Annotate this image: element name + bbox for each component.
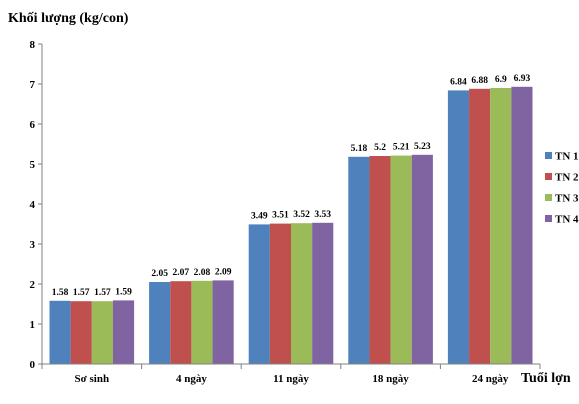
legend: TN 1 TN 2 TN 3 TN 4 bbox=[545, 151, 579, 226]
y-tick-label: 1 bbox=[30, 319, 36, 331]
y-tick-label: 0 bbox=[30, 359, 36, 371]
data-label: 3.49 bbox=[251, 211, 268, 221]
legend-label: TN 3 bbox=[555, 193, 579, 205]
bar-tn-3-3 bbox=[390, 155, 412, 364]
data-label: 3.52 bbox=[293, 210, 310, 220]
data-label: 6.88 bbox=[471, 76, 488, 86]
legend-label: TN 2 bbox=[555, 172, 579, 184]
bar-tn-2-2 bbox=[269, 223, 291, 364]
data-label: 2.07 bbox=[173, 268, 190, 278]
data-label: 1.59 bbox=[115, 287, 132, 297]
bars-group bbox=[49, 86, 533, 365]
bar-tn-3-4 bbox=[490, 88, 512, 364]
bar-tn-1-4 bbox=[447, 90, 470, 365]
bar-tn-3-2 bbox=[291, 223, 313, 364]
x-axis-ticks: Sơ sinh 4 ngày 11 ngày 18 ngày 24 ngày bbox=[75, 373, 509, 385]
y-axis-label: Khối lượng (kg/con) bbox=[8, 11, 129, 26]
y-tick-label: 2 bbox=[30, 279, 36, 291]
data-label: 2.08 bbox=[194, 268, 211, 278]
bar-tn-2-4 bbox=[469, 88, 491, 365]
bar-tn-2-0 bbox=[70, 301, 92, 364]
data-label: 1.57 bbox=[94, 288, 111, 298]
y-tick-label: 6 bbox=[30, 119, 36, 131]
x-tick-label: 4 ngày bbox=[176, 373, 207, 385]
legend-label: TN 1 bbox=[555, 151, 579, 163]
bar-tn-4-4 bbox=[511, 86, 533, 365]
data-label: 5.18 bbox=[351, 144, 368, 154]
x-tick-label: 11 ngày bbox=[273, 373, 309, 385]
bar-tn-3-0 bbox=[91, 301, 113, 364]
bar-tn-1-3 bbox=[348, 156, 370, 364]
x-tick-label: 24 ngày bbox=[472, 373, 509, 385]
legend-label: TN 4 bbox=[555, 214, 579, 226]
y-tick-label: 5 bbox=[30, 159, 36, 171]
data-label: 5.2 bbox=[374, 143, 386, 153]
bar-tn-4-0 bbox=[112, 300, 135, 364]
data-label: 2.09 bbox=[215, 267, 232, 277]
data-label: 3.51 bbox=[272, 211, 289, 221]
legend-swatch bbox=[545, 215, 552, 222]
bar-tn-4-1 bbox=[212, 280, 234, 364]
y-tick-label: 3 bbox=[30, 239, 36, 251]
data-label: 6.84 bbox=[450, 77, 467, 87]
data-label: 1.58 bbox=[52, 288, 69, 298]
data-label: 5.21 bbox=[393, 143, 410, 153]
bar-tn-4-2 bbox=[312, 222, 334, 364]
y-tick-label: 7 bbox=[30, 79, 36, 91]
axes-group bbox=[38, 43, 541, 369]
legend-swatch bbox=[545, 173, 552, 180]
data-label: 2.05 bbox=[151, 269, 168, 279]
legend-swatch bbox=[545, 194, 552, 201]
bar-tn-2-1 bbox=[170, 281, 192, 364]
legend-swatch bbox=[545, 152, 552, 159]
data-label: 6.93 bbox=[514, 74, 531, 84]
bar-tn-3-1 bbox=[191, 280, 213, 364]
x-tick-label: Sơ sinh bbox=[75, 373, 110, 385]
bar-tn-1-0 bbox=[49, 300, 71, 364]
x-tick-label: 18 ngày bbox=[372, 373, 409, 385]
data-label: 6.9 bbox=[495, 75, 507, 85]
y-tick-label: 4 bbox=[30, 199, 36, 211]
y-axis-ticks: 0 1 2 3 4 5 6 7 8 bbox=[30, 39, 36, 371]
bar-tn-2-3 bbox=[369, 156, 391, 364]
bar-tn-1-2 bbox=[248, 224, 270, 364]
data-label: 1.57 bbox=[73, 288, 90, 298]
bar-tn-4-3 bbox=[411, 154, 433, 364]
y-tick-label: 8 bbox=[30, 39, 36, 51]
data-labels-group: 1.58 1.57 1.57 1.59 2.05 2.07 2.08 2.09 3.49 3.51… bbox=[52, 74, 531, 298]
bar-tn-1-1 bbox=[149, 282, 171, 364]
data-label: 3.53 bbox=[314, 210, 331, 220]
x-axis-label: Tuổi lợn bbox=[521, 371, 571, 386]
data-label: 5.23 bbox=[414, 142, 431, 152]
